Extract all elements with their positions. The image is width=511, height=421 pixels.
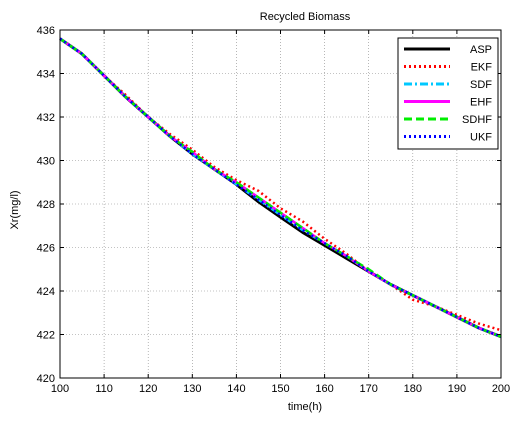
x-tick-label: 150 bbox=[271, 383, 289, 395]
x-tick-label: 190 bbox=[448, 383, 466, 395]
x-tick-label: 110 bbox=[95, 383, 113, 395]
y-tick-label: 430 bbox=[37, 156, 55, 168]
chart-title: Recycled Biomass bbox=[260, 11, 351, 23]
y-tick-label: 432 bbox=[37, 112, 55, 124]
legend-label-ekf: EKF bbox=[471, 62, 493, 74]
x-tick-label: 120 bbox=[139, 383, 157, 395]
y-tick-label: 428 bbox=[37, 199, 55, 211]
y-tick-label: 420 bbox=[37, 373, 55, 385]
series-line-ekf bbox=[59, 37, 502, 332]
legend-label-sdhf: SDHF bbox=[462, 114, 492, 126]
y-tick-label: 426 bbox=[37, 243, 55, 255]
x-tick-label: 170 bbox=[360, 383, 378, 395]
x-tick-label: 180 bbox=[404, 383, 422, 395]
y-tick-label: 422 bbox=[37, 330, 55, 342]
legend: ASP EKF SDF EHF SDHF UKF bbox=[397, 37, 499, 150]
x-tick-label: 200 bbox=[492, 383, 510, 395]
legend-label-asp: ASP bbox=[470, 44, 492, 56]
y-tick-label: 424 bbox=[37, 286, 55, 298]
x-tick-label: 100 bbox=[51, 383, 69, 395]
y-tick-label: 436 bbox=[37, 25, 55, 37]
series-lines bbox=[59, 37, 502, 339]
x-tick-label: 160 bbox=[315, 383, 333, 395]
y-tick-label: 434 bbox=[37, 69, 55, 81]
plot-frame bbox=[59, 29, 502, 379]
axis-ticks: 100 110 120 130 140 150 160 170 180 190 200 420 422 4… bbox=[37, 25, 511, 395]
x-tick-label: 140 bbox=[227, 383, 245, 395]
legend-label-sdf: SDF bbox=[470, 79, 492, 91]
x-axis-label: time(h) bbox=[288, 401, 322, 413]
legend-box bbox=[397, 37, 499, 150]
series-line-sdhf bbox=[59, 37, 502, 338]
x-tick-label: 130 bbox=[183, 383, 201, 395]
y-axis-label: Xr(mg/l) bbox=[9, 190, 21, 229]
legend-label-ukf: UKF bbox=[470, 132, 492, 144]
legend-label-ehf: EHF bbox=[470, 97, 492, 109]
